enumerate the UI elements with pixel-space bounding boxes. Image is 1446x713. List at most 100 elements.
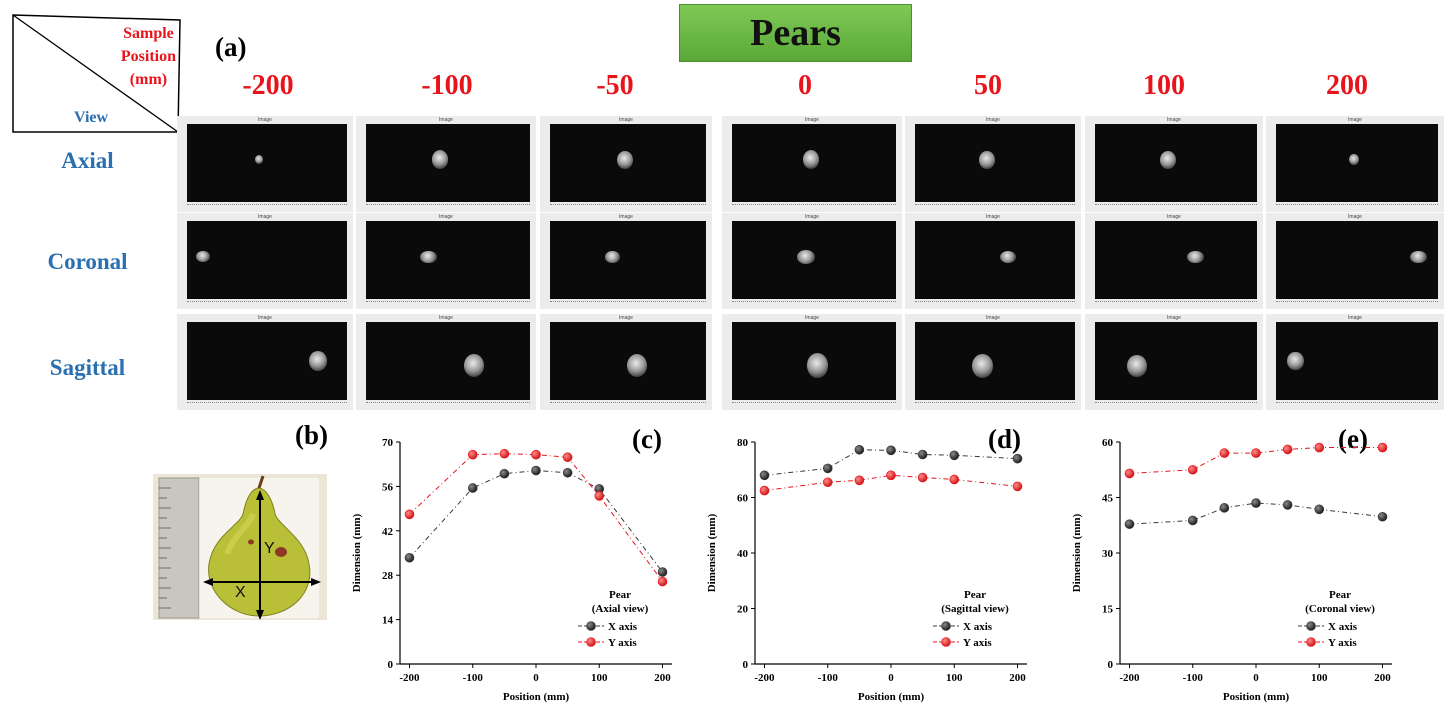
y-axis-data-point bbox=[657, 576, 668, 587]
mri-scan-image bbox=[732, 322, 896, 400]
y-axis-data-point bbox=[594, 491, 605, 501]
pear-scan-blob bbox=[971, 353, 993, 378]
pear-scan-blob bbox=[431, 150, 448, 170]
chart-sagittal-view: 0 20 40 60 80 -200 -100 0 100 200 Position (mm) Dim… bbox=[695, 430, 1045, 710]
legend-label: X axis bbox=[608, 621, 638, 633]
thumbnail-axis-ticks bbox=[366, 301, 530, 308]
pear-scan-blob bbox=[806, 353, 828, 378]
series-x-axis-line bbox=[409, 470, 663, 573]
legend-label: X axis bbox=[1328, 621, 1358, 633]
pear-scan-blob bbox=[420, 250, 437, 264]
pear-scan-blob bbox=[1187, 250, 1204, 263]
y-axis-data-point bbox=[1377, 442, 1388, 453]
thumbnail-axis-ticks bbox=[187, 204, 347, 211]
x-axis-data-point bbox=[822, 463, 833, 474]
pear-scan-blob bbox=[802, 150, 819, 170]
pear-scan-blob bbox=[1348, 154, 1359, 166]
mri-thumbnail: Image bbox=[1266, 213, 1444, 309]
mri-thumbnail: Image bbox=[1085, 314, 1263, 410]
x-axis-data-point bbox=[1251, 498, 1261, 508]
x-tick-label: -200 bbox=[399, 672, 420, 684]
panel-label-d: (d) bbox=[988, 424, 1021, 454]
y-tick-label: 42 bbox=[382, 526, 394, 538]
chart-coronal-view: 0 15 30 45 60 -200 -100 0 100 200 Position (mm) Dim… bbox=[1060, 430, 1410, 710]
photo-y-label: Y bbox=[264, 540, 275, 557]
thumbnail-caption: Image bbox=[619, 117, 633, 123]
x-tick-label: -100 bbox=[463, 672, 484, 684]
x-tick-label: 100 bbox=[591, 672, 608, 684]
panel-label-e: (e) bbox=[1338, 424, 1368, 454]
pear-scan-blob bbox=[979, 150, 995, 170]
thumbnail-caption: Image bbox=[619, 214, 633, 220]
legend-marker bbox=[586, 637, 596, 647]
x-axis-data-point bbox=[1314, 504, 1325, 515]
figure-title: Pears bbox=[679, 4, 912, 62]
thumbnail-axis-ticks bbox=[732, 204, 896, 211]
position-header: -200 bbox=[242, 70, 294, 101]
chart-axial-view: 0 14 28 42 56 70 -200 -100 0 100 200 Position (mm) D… bbox=[340, 430, 690, 710]
x-axis-data-point bbox=[657, 567, 668, 577]
thumbnail-caption: Image bbox=[1348, 214, 1362, 220]
y-tick-label: 40 bbox=[737, 548, 749, 560]
legend-label: Y axis bbox=[1328, 637, 1357, 649]
corner-sample-line: Position bbox=[120, 48, 176, 65]
sample-position-label: Sample Position (mm) bbox=[121, 22, 176, 91]
thumbnail-axis-ticks bbox=[550, 402, 706, 409]
mri-thumbnail: Image bbox=[905, 116, 1081, 212]
view-row-label: Axial bbox=[61, 148, 114, 173]
thumbnail-axis-ticks bbox=[1095, 402, 1257, 409]
mri-scan-image bbox=[732, 124, 896, 202]
mri-thumbnail: Image bbox=[177, 314, 353, 410]
y-tick-label: 14 bbox=[382, 615, 394, 627]
pear-photo-graphic bbox=[153, 474, 327, 620]
legend-marker bbox=[1306, 621, 1316, 631]
pear-scan-blob bbox=[464, 354, 485, 377]
y-tick-label: 28 bbox=[382, 570, 394, 582]
view-row-label: Sagittal bbox=[49, 355, 126, 380]
legend-subtitle: (Axial view) bbox=[592, 603, 649, 615]
x-axis-data-point bbox=[886, 445, 896, 456]
mri-scan-image bbox=[1276, 322, 1438, 400]
x-axis-title: Position (mm) bbox=[503, 691, 570, 703]
mri-thumbnail: Image bbox=[540, 213, 712, 309]
thumbnail-caption: Image bbox=[805, 117, 819, 123]
y-axis-data-point bbox=[562, 452, 573, 463]
x-tick-label: -200 bbox=[1119, 672, 1140, 684]
x-axis-data-point bbox=[499, 468, 510, 479]
pear-scan-blob bbox=[796, 250, 815, 264]
thumbnail-caption: Image bbox=[986, 315, 1000, 321]
pear-scan-blob bbox=[1287, 351, 1304, 371]
mri-thumbnail: Image bbox=[356, 116, 536, 212]
mri-scan-image bbox=[915, 322, 1075, 400]
thumbnail-axis-ticks bbox=[915, 301, 1075, 308]
x-tick-label: 0 bbox=[533, 672, 539, 684]
mri-thumbnail: Image bbox=[905, 314, 1081, 410]
thumbnail-axis-ticks bbox=[366, 204, 530, 211]
x-axis-data-point bbox=[531, 465, 541, 476]
x-tick-label: 0 bbox=[1253, 672, 1259, 684]
thumbnail-axis-ticks bbox=[187, 402, 347, 409]
legend-marker bbox=[586, 621, 596, 631]
legend-title: Pear bbox=[1329, 589, 1351, 601]
x-tick-label: 200 bbox=[654, 672, 671, 684]
y-tick-label: 60 bbox=[737, 493, 749, 505]
x-tick-label: -100 bbox=[818, 672, 839, 684]
thumbnail-axis-ticks bbox=[550, 204, 706, 211]
mri-scan-image bbox=[1095, 221, 1257, 299]
y-axis-data-point bbox=[1124, 468, 1135, 479]
thumbnail-caption: Image bbox=[1167, 214, 1181, 220]
thumbnail-caption: Image bbox=[258, 315, 272, 321]
y-axis-data-point bbox=[467, 449, 478, 460]
thumbnail-axis-ticks bbox=[1276, 402, 1438, 409]
thumbnail-axis-ticks bbox=[1276, 301, 1438, 308]
corner-sample-line: (mm) bbox=[129, 71, 168, 88]
pear-scan-blob bbox=[195, 251, 211, 263]
thumbnail-axis-ticks bbox=[732, 402, 896, 409]
mri-scan-image bbox=[1095, 124, 1257, 202]
x-tick-label: -200 bbox=[754, 672, 775, 684]
y-tick-label: 0 bbox=[743, 659, 749, 671]
y-tick-label: 80 bbox=[737, 437, 749, 449]
y-axis-title: Dimension (mm) bbox=[351, 513, 363, 592]
x-axis-data-point bbox=[1377, 511, 1388, 522]
thumbnail-caption: Image bbox=[805, 315, 819, 321]
